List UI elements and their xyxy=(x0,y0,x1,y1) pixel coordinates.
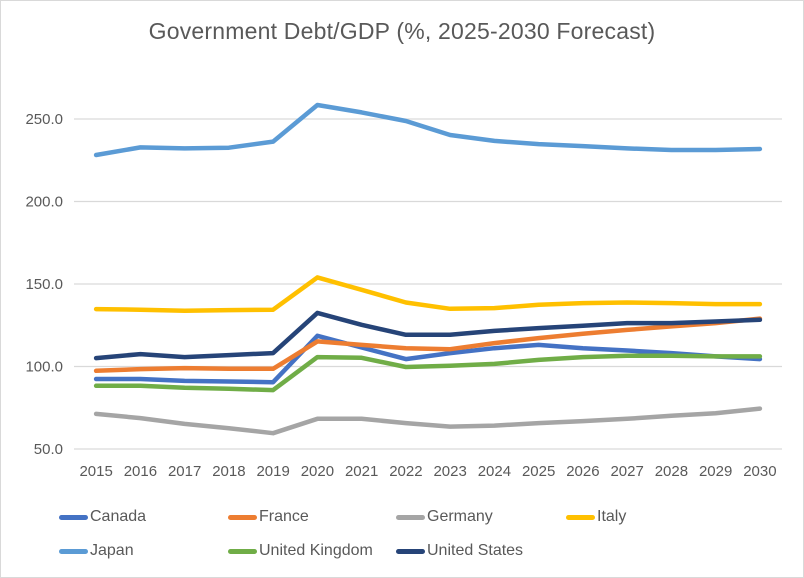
y-tick-label: 200.0 xyxy=(25,194,63,211)
x-tick-label: 2020 xyxy=(301,463,334,480)
series-line-canada xyxy=(93,333,763,385)
y-tick-label: 150.0 xyxy=(25,276,63,293)
x-tick-label: 2027 xyxy=(610,463,643,480)
legend-label: Germany xyxy=(427,508,493,525)
x-tick-label: 2023 xyxy=(433,463,466,480)
x-tick-label: 2019 xyxy=(256,463,289,480)
legend-label: United Kingdom xyxy=(259,542,373,559)
y-tick-label: 50.0 xyxy=(34,441,63,458)
legend-swatch xyxy=(396,514,425,520)
legend-swatch xyxy=(228,514,257,520)
y-tick-label: 100.0 xyxy=(25,359,63,376)
x-tick-label: 2021 xyxy=(345,463,378,480)
x-tick-label: 2030 xyxy=(743,463,776,480)
legend-label: Canada xyxy=(90,508,147,525)
x-tick-label: 2022 xyxy=(389,463,422,480)
legend-item-france: France xyxy=(228,507,309,527)
x-tick-label: 2028 xyxy=(655,463,688,480)
chart-title: Government Debt/GDP (%, 2025-2030 Foreca… xyxy=(148,18,656,44)
x-tick-label: 2016 xyxy=(124,463,157,480)
series-line-united-kingdom xyxy=(93,353,763,393)
x-tick-label: 2029 xyxy=(699,463,732,480)
legend-item-japan: Japan xyxy=(59,541,134,561)
x-tick-label: 2026 xyxy=(566,463,599,480)
legend-item-canada: Canada xyxy=(59,507,146,527)
x-tick-label: 2015 xyxy=(79,463,112,480)
legend-swatch xyxy=(228,548,257,554)
legend-item-germany: Germany xyxy=(396,507,493,527)
legend-swatch xyxy=(396,548,425,554)
legend-label: Japan xyxy=(90,542,134,559)
legend-swatch xyxy=(59,514,88,520)
legend-swatch xyxy=(59,548,88,554)
legend-label: France xyxy=(259,508,309,525)
series-line-united-states xyxy=(93,310,763,361)
series-line-germany xyxy=(93,406,763,436)
legend-item-italy: Italy xyxy=(566,507,626,527)
legend-label: United States xyxy=(427,542,524,559)
x-tick-label: 2024 xyxy=(478,463,511,480)
y-tick-label: 250.0 xyxy=(25,111,63,128)
legend-item-united-kingdom: United Kingdom xyxy=(228,541,373,561)
series-line-japan xyxy=(93,102,763,158)
series-line-france xyxy=(93,316,763,374)
legend-item-united-states: United States xyxy=(396,541,523,561)
x-tick-label: 2018 xyxy=(212,463,245,480)
legend-label: Italy xyxy=(597,508,627,525)
x-tick-label: 2025 xyxy=(522,463,555,480)
series-line-italy xyxy=(93,275,763,313)
x-tick-label: 2017 xyxy=(168,463,201,480)
legend: Canada France Germany Italy Japan United King… xyxy=(0,500,804,570)
legend-swatch xyxy=(566,514,595,520)
